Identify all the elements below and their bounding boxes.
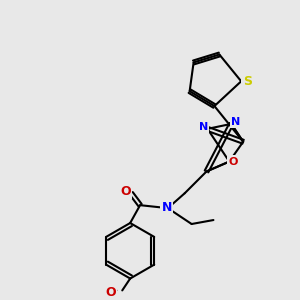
Text: O: O (229, 157, 238, 166)
Text: N: N (162, 201, 172, 214)
Text: O: O (120, 185, 130, 198)
Text: N: N (231, 117, 240, 127)
Text: O: O (105, 286, 116, 299)
Text: N: N (199, 122, 208, 132)
Text: S: S (243, 75, 252, 88)
